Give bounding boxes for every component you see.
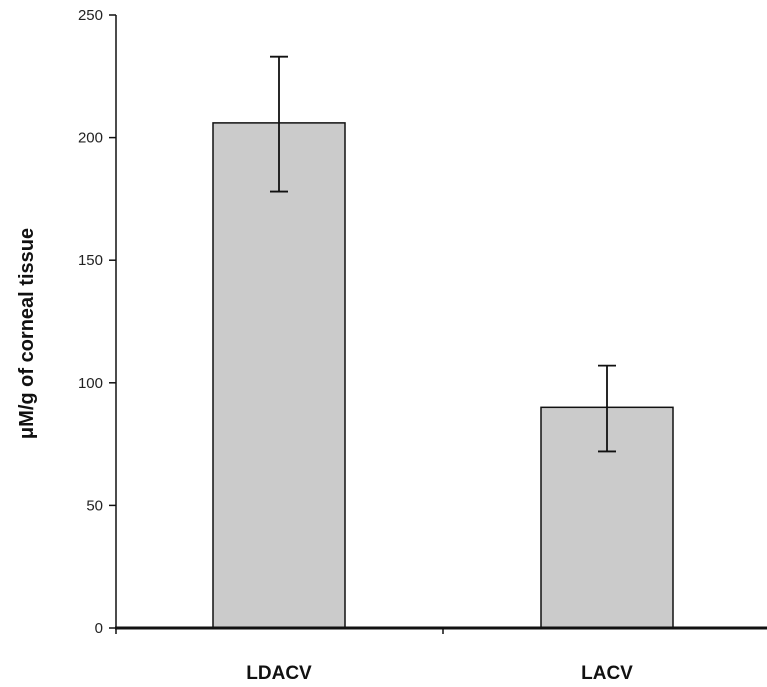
- y-axis-ticks: 0 50 100 150 200 250: [78, 7, 116, 637]
- y-tick-label: 100: [78, 375, 103, 392]
- y-tick-label: 150: [78, 252, 103, 269]
- y-axis-title-group: μM/g of corneal tissue: [16, 228, 38, 439]
- y-tick-label: 200: [78, 130, 103, 147]
- y-axis-title: μM/g of corneal tissue: [16, 228, 38, 439]
- category-label-lacv: LACV: [581, 663, 633, 684]
- category-labels: LDACV LACV: [246, 663, 633, 684]
- y-tick-label: 250: [78, 7, 103, 24]
- bar-ldacv: [212, 122, 346, 629]
- category-label-ldacv: LDACV: [246, 663, 312, 684]
- axes: [115, 15, 767, 634]
- y-tick-label: 50: [86, 497, 103, 514]
- y-tick-label: 0: [95, 620, 103, 637]
- error-bars: [270, 55, 616, 453]
- bars: [212, 122, 674, 629]
